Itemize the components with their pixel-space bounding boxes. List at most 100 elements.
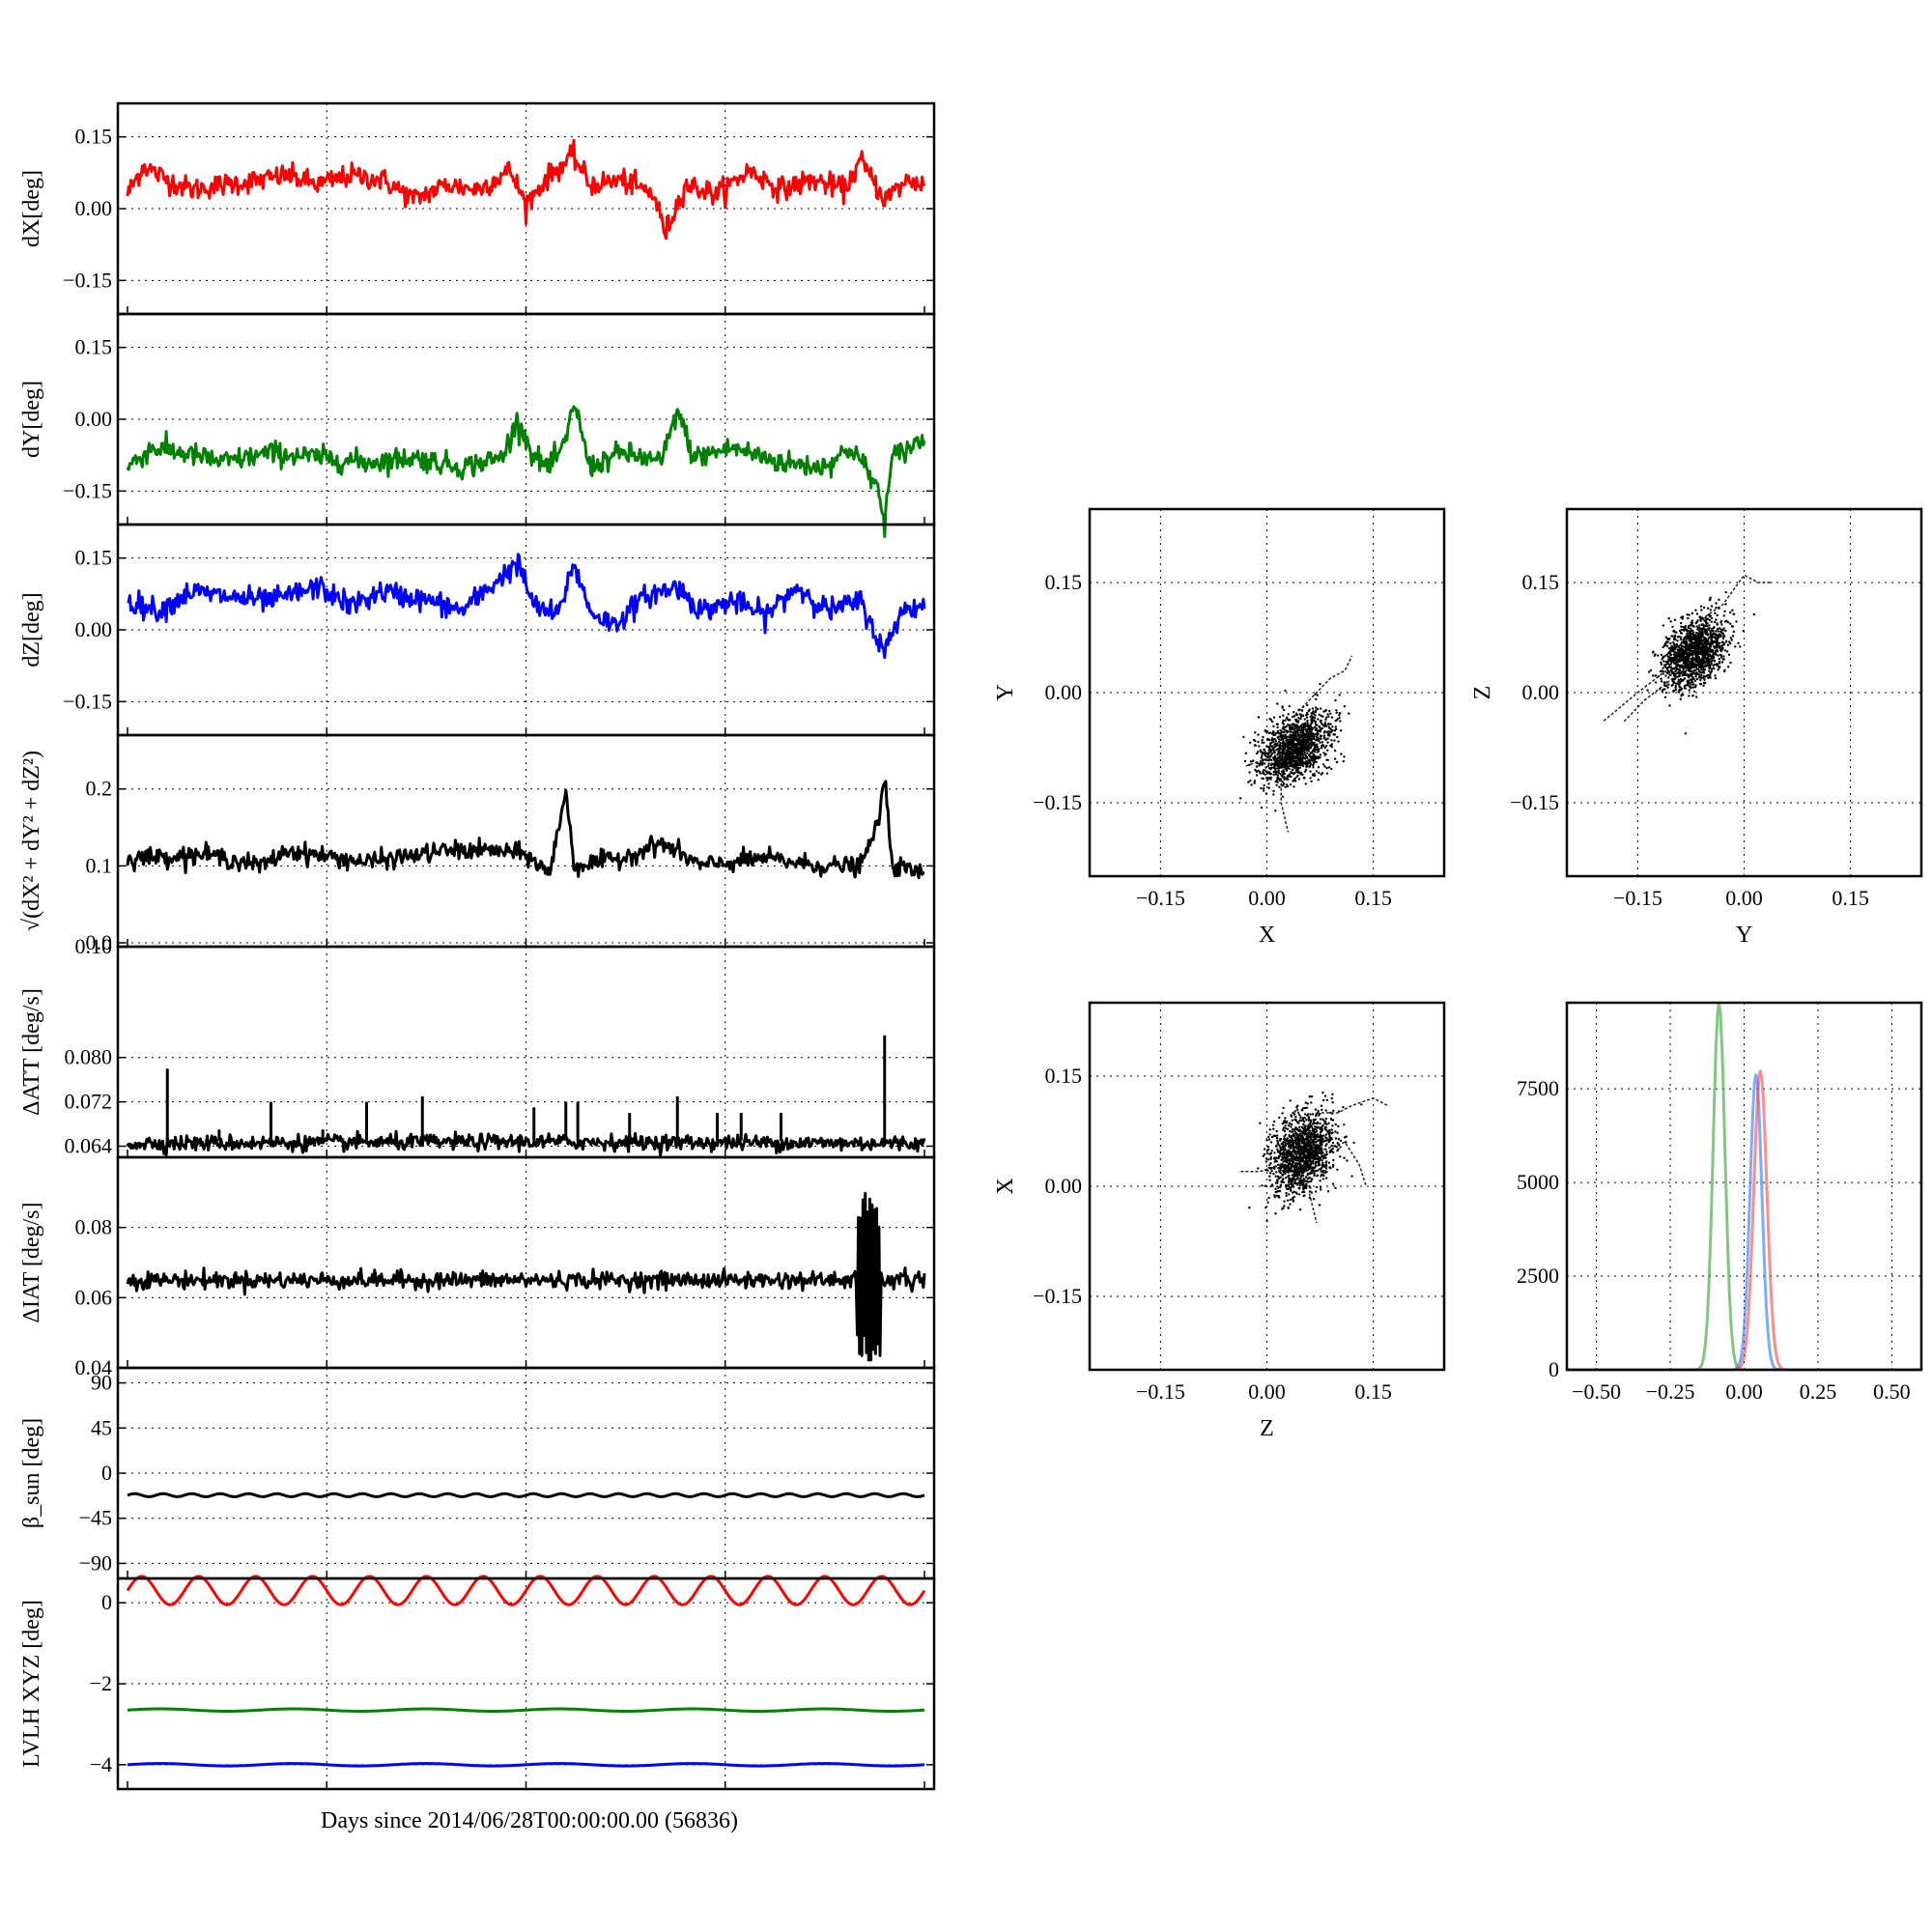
scatter-point [1314, 711, 1318, 714]
scatter-point [1698, 663, 1702, 666]
scatter-point [1690, 636, 1692, 639]
scatter-point [1291, 764, 1293, 767]
x-tick-label: 0.00 [1725, 886, 1763, 910]
scatter-point [1321, 763, 1325, 766]
y-tick-label: 0.06 [75, 1285, 113, 1309]
scatter-point [1285, 1177, 1288, 1179]
scatter-point [1664, 663, 1668, 667]
scatter-point [1315, 739, 1318, 742]
scatter-point [1276, 1139, 1279, 1142]
scatter-point [1304, 1168, 1308, 1171]
scatter-point [1326, 1190, 1330, 1193]
scatter-point [1279, 1185, 1282, 1188]
scatter-point [1726, 643, 1730, 646]
scatter-point [1260, 751, 1263, 753]
scatter-point [1303, 1160, 1307, 1164]
scatter-point [1306, 1137, 1309, 1141]
scatter-point [1664, 691, 1668, 695]
scatter-point [1303, 718, 1306, 721]
scatter-point [1303, 770, 1307, 773]
scatter-point [1290, 747, 1293, 750]
scatter-point [1710, 616, 1714, 620]
scatter-point [1301, 1132, 1304, 1135]
scatter-point [1276, 1189, 1280, 1193]
scatter-point [1292, 1174, 1294, 1177]
scatter-point [1292, 736, 1294, 739]
y-tick-label: 0 [101, 1461, 112, 1485]
scatter-point [1285, 753, 1289, 755]
scatter-point [1308, 1141, 1311, 1144]
scatter-point [1309, 1179, 1312, 1183]
scatter-point [1701, 670, 1705, 673]
scatter-point [1304, 1176, 1308, 1179]
scatter-point [1300, 1136, 1303, 1139]
scatter-point [1669, 641, 1672, 645]
scatter-point [1312, 774, 1315, 777]
scatter-point [1309, 1153, 1313, 1156]
scatter-point [1295, 745, 1298, 748]
scatter-point [1305, 1148, 1308, 1151]
scatter-trail [1701, 574, 1773, 620]
scatter-point [1316, 1154, 1319, 1157]
scatter-point [1709, 632, 1712, 635]
scatter-point [1315, 1126, 1319, 1129]
scatter-point [1270, 1135, 1274, 1139]
scatter-point [1703, 668, 1707, 671]
scatter-point [1284, 755, 1287, 759]
scatter-point [1329, 744, 1332, 747]
scatter-point [1690, 621, 1693, 624]
scatter-point [1317, 756, 1320, 760]
scatter-point [1334, 1137, 1338, 1140]
scatter-point [1266, 1201, 1269, 1205]
scatter-point [1319, 753, 1322, 756]
scatter-point [1302, 776, 1306, 780]
scatter-point [1325, 1143, 1328, 1146]
scatter-point [1288, 724, 1291, 728]
scatter-trail [1322, 1141, 1368, 1187]
scatter-point [1328, 709, 1331, 713]
scatter-point [1672, 638, 1676, 641]
scatter-point [1732, 630, 1736, 634]
scatter-point [1323, 746, 1327, 750]
scatter-point [1691, 631, 1695, 634]
scatter-point [1698, 683, 1702, 686]
scatter-point [1309, 1119, 1313, 1122]
scatter-point [1703, 606, 1706, 610]
scatter-point [1270, 732, 1274, 735]
y-tick-label: 0.15 [75, 335, 113, 359]
scatter-point [1672, 656, 1675, 660]
scatter-point [1284, 745, 1287, 748]
scatter-point [1296, 1159, 1300, 1162]
panel-scatter_zx: −0.15 −0.15 0.00 0.00 0.15 0.15 Z X [993, 1001, 1446, 1441]
scatter-point [1267, 1196, 1270, 1200]
scatter-point [1320, 1125, 1322, 1129]
scatter-point [1302, 1121, 1306, 1123]
y-tick-label: 0 [1548, 1357, 1559, 1381]
y-tick-label: 0.072 [65, 1090, 113, 1114]
scatter-point [1666, 638, 1669, 640]
scatter-point [1737, 641, 1740, 644]
x-tick-label: −0.15 [1136, 886, 1185, 910]
panel-frame [1088, 507, 1446, 878]
scatter-point [1694, 660, 1698, 664]
scatter-point [1714, 611, 1717, 614]
scatter-point [1713, 645, 1717, 649]
scatter-point [1311, 722, 1314, 724]
scatter-point [1285, 783, 1289, 786]
scatter-point [1293, 1133, 1295, 1136]
scatter-point [1321, 745, 1323, 748]
scatter-point [1322, 736, 1325, 739]
scatter-point [1312, 762, 1316, 765]
scatter-trail [1602, 669, 1667, 723]
scatter-point [1334, 1122, 1338, 1126]
panel-scatter_yz: −0.15 −0.15 0.00 0.00 0.15 0.15 Y Z [1470, 507, 1923, 948]
scatter-point [1321, 1140, 1325, 1144]
scatter-point [1309, 736, 1312, 739]
scatter-point [1296, 756, 1299, 760]
scatter-point [1672, 640, 1675, 644]
scatter-point [1267, 786, 1270, 789]
scatter-point [1280, 730, 1284, 733]
scatter-point [1676, 636, 1680, 639]
scatter-point [1699, 658, 1702, 661]
